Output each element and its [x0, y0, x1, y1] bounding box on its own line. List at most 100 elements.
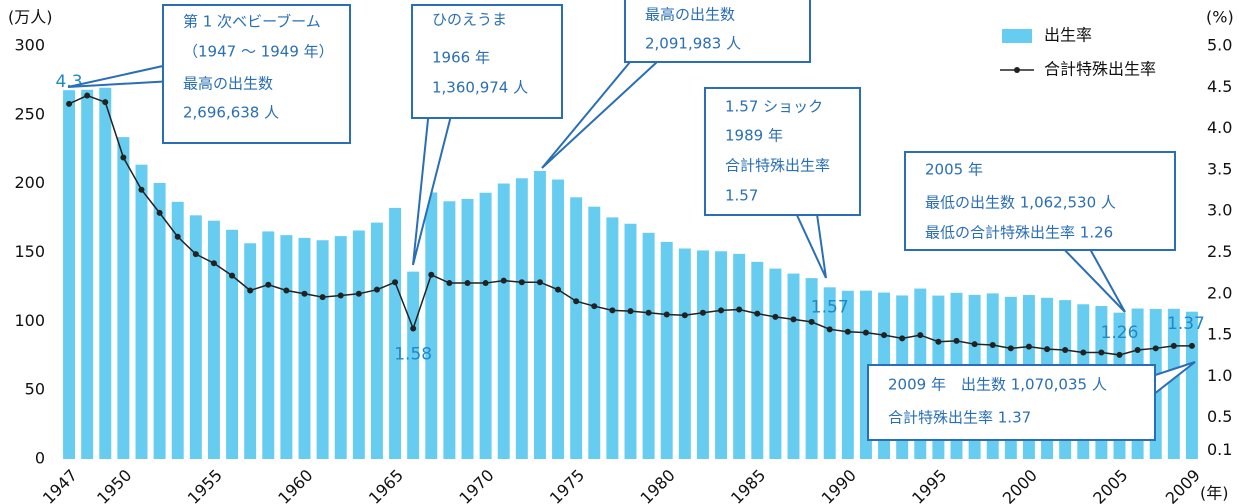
- line-point: [536, 279, 543, 286]
- line-point: [120, 154, 127, 161]
- line-point: [210, 260, 217, 267]
- line-point: [373, 286, 380, 293]
- callout-text: 2,091,983 人: [645, 35, 741, 53]
- bar: [841, 290, 854, 459]
- line-point: [971, 341, 978, 348]
- y2-tick-label: 2.5: [1207, 242, 1232, 261]
- line-point: [862, 329, 869, 336]
- line-point: [790, 316, 797, 323]
- line-point: [301, 290, 308, 297]
- x-tick-label: 1947: [39, 466, 81, 504]
- bar: [280, 235, 293, 459]
- bar: [823, 287, 836, 459]
- bar: [298, 237, 311, 459]
- line-point: [718, 307, 725, 314]
- callout-text: 1,360,974 人: [432, 79, 528, 97]
- bar: [696, 250, 709, 459]
- line-point: [355, 290, 362, 297]
- line-point: [1080, 349, 1087, 356]
- line-point: [410, 325, 417, 332]
- y-tick-label: 100: [14, 311, 45, 330]
- callout-text: 1.57: [725, 187, 758, 205]
- callout-box: [904, 151, 1176, 251]
- x-tick-label: 2005: [1089, 466, 1131, 504]
- data-label: 1.26: [1101, 323, 1139, 343]
- data-label: 1.57: [811, 297, 849, 317]
- bar: [751, 261, 764, 459]
- x-tick-label: 1960: [274, 466, 316, 504]
- line-point: [446, 280, 453, 287]
- bar: [99, 87, 112, 459]
- x-tick-label: 1985: [727, 466, 769, 504]
- bar: [370, 222, 383, 459]
- line-point: [627, 308, 634, 315]
- line-point: [1025, 343, 1032, 350]
- y2-tick-label: 3.5: [1207, 159, 1232, 178]
- x-tick-label: 2009: [1162, 466, 1204, 504]
- line-point: [1170, 342, 1177, 349]
- bar: [787, 273, 800, 459]
- line-point: [881, 332, 888, 339]
- line-point: [699, 309, 706, 316]
- y2-tick-label: 4.0: [1207, 118, 1232, 137]
- bar: [769, 268, 782, 459]
- line-point: [844, 328, 851, 335]
- line-point: [754, 310, 761, 317]
- line-point: [337, 292, 344, 299]
- y2-tick-label: 1.0: [1207, 366, 1232, 385]
- line-point: [84, 92, 91, 99]
- bar: [533, 171, 546, 459]
- line-point: [247, 287, 254, 294]
- callout-box: [867, 364, 1156, 441]
- y2-tick-label: 2.0: [1207, 283, 1232, 302]
- bar: [570, 197, 583, 460]
- line-point: [319, 294, 326, 301]
- line-point: [899, 335, 906, 342]
- line-point: [1188, 342, 1195, 349]
- bar: [660, 241, 673, 459]
- x-tick-label: 1965: [365, 466, 407, 504]
- bar: [479, 192, 492, 459]
- callout-text: 最高の出生数: [183, 75, 273, 93]
- x-tick-label: 1980: [637, 466, 679, 504]
- line-point: [1116, 351, 1123, 358]
- bar: [334, 236, 347, 459]
- line-point: [138, 186, 145, 193]
- y-tick-label: 150: [14, 242, 45, 261]
- x-tick-label: 1955: [184, 466, 226, 504]
- bar: [63, 90, 76, 459]
- line-point: [736, 306, 743, 313]
- line-point: [392, 279, 399, 286]
- line-point: [1098, 349, 1105, 356]
- line-point: [1044, 346, 1051, 353]
- bar: [715, 251, 728, 459]
- y2-tick-label: 4.5: [1207, 77, 1232, 96]
- line-point: [283, 287, 290, 294]
- y2-tick-label: 0.5: [1207, 407, 1232, 426]
- legend-swatch: [1002, 29, 1032, 43]
- bar: [226, 229, 239, 459]
- line-point: [265, 281, 272, 288]
- callout-box: [704, 87, 861, 216]
- x-tick-label: 1975: [546, 466, 588, 504]
- bar: [606, 217, 619, 459]
- bar: [244, 243, 257, 459]
- bar: [117, 137, 130, 460]
- y2-axis-label: (%): [1206, 8, 1234, 27]
- line-point: [1062, 346, 1069, 353]
- callout-box: [624, 0, 811, 63]
- line-point: [681, 312, 688, 319]
- y2-tick-label: 5.0: [1207, 36, 1232, 55]
- line-point: [645, 309, 652, 316]
- bar: [497, 183, 510, 460]
- bar: [1167, 308, 1180, 459]
- bar: [678, 248, 691, 459]
- line-point: [192, 251, 199, 258]
- bar: [461, 198, 474, 459]
- callout-text: 合計特殊出生率 1.37: [888, 409, 1031, 427]
- callout-text: 最低の合計特殊出生率 1.26: [925, 224, 1113, 242]
- line-point: [808, 318, 815, 325]
- bar: [407, 271, 420, 459]
- callout-text: 第 1 次ベビーブーム: [183, 13, 321, 31]
- legend-label: 出生率: [1044, 26, 1092, 45]
